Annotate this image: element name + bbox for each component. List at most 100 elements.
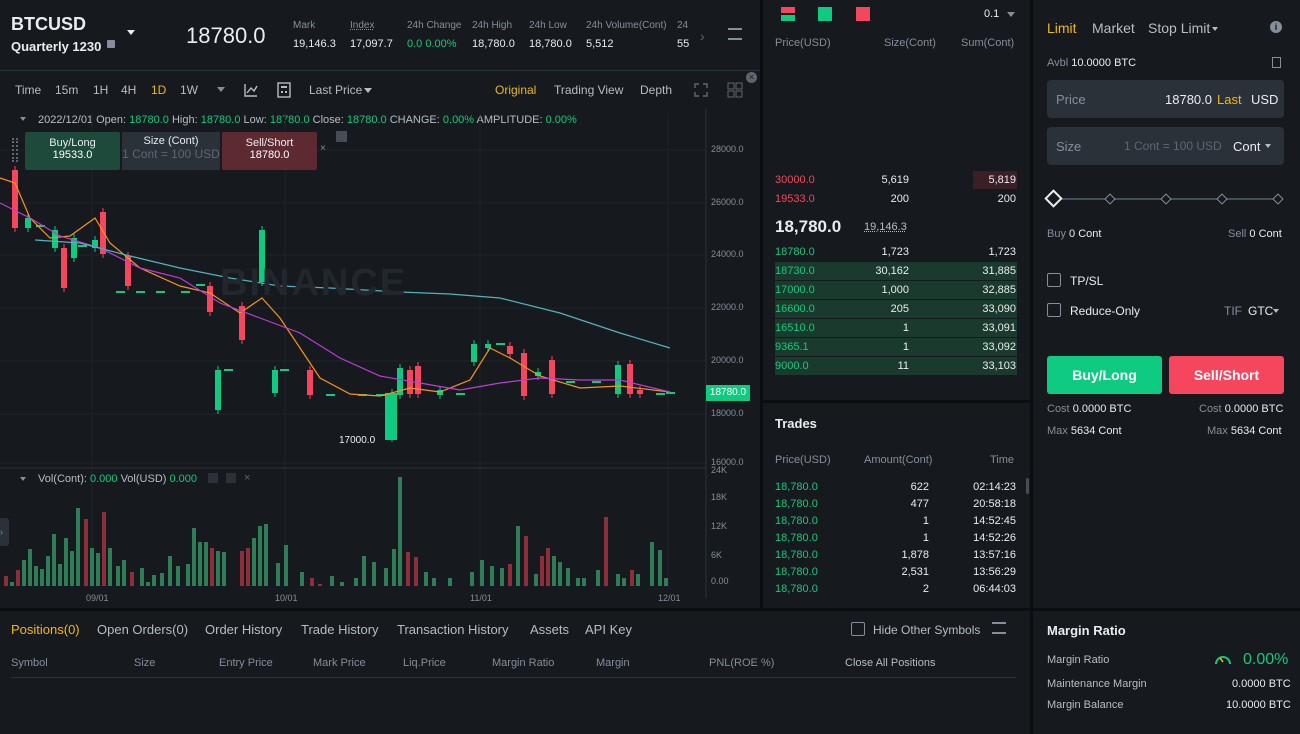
hide-other-symbols-checkbox[interactable] [851,622,865,636]
order-tab-market[interactable]: Market [1092,20,1135,36]
close-icon[interactable]: × [746,72,757,83]
chevron-right-icon[interactable]: › [700,28,705,44]
symbol-title[interactable]: BTCUSD [11,14,86,34]
price-input[interactable]: Price 18780.0 Last USD [1047,80,1284,118]
size-input[interactable]: Size 1 Cont = 100 USD Cont [1047,127,1284,165]
bottom-tab-0[interactable]: Positions(0) [11,622,80,637]
tpsl-checkbox[interactable] [1047,273,1061,287]
trade-price: 18,780.0 [775,549,818,561]
bid-row[interactable]: 16510.0 1 33,091 [775,319,1017,337]
tif-select[interactable]: GTC [1248,304,1274,318]
order-tab-stop-limit[interactable]: Stop Limit [1148,20,1211,36]
indicator-icon[interactable] [243,82,259,98]
scrollbar[interactable] [1026,478,1029,494]
chevron-down-icon[interactable] [1212,27,1218,31]
orderbook-bids-icon[interactable] [818,7,832,21]
collapse-icon[interactable] [20,477,26,481]
settings-sliders-icon[interactable] [728,28,742,40]
orderbook-both-icon[interactable] [781,7,795,21]
bottom-tab-2[interactable]: Order History [205,622,283,637]
drag-handle-icon[interactable] [12,138,18,162]
slider-step-75[interactable] [1216,193,1228,205]
expand-panel-icon[interactable]: › [0,518,9,546]
bottom-tab-3[interactable]: Trade History [301,622,379,637]
reduce-only-checkbox[interactable] [1047,303,1061,317]
view-tab-trading-view[interactable]: Trading View [554,83,624,97]
interval-tab-1w[interactable]: 1W [180,83,198,97]
last-price-button[interactable]: Last [1217,92,1242,107]
tick-size-select[interactable]: 0.1 [984,8,1000,20]
quick-size-field[interactable]: Size (Cont) 1 Cont = 100 USD [122,132,220,170]
layout-grid-icon[interactable] [727,82,743,98]
volume-bar [406,552,410,586]
chevron-down-icon[interactable] [1265,144,1271,148]
quick-buy-button[interactable]: Buy/Long 19533.0 [25,132,120,170]
collapse-icon[interactable] [20,117,26,121]
bid-row[interactable]: 18730.0 30,162 31,885 [775,262,1017,280]
bottom-tab-6[interactable]: API Key [585,622,632,637]
close-icon[interactable]: × [244,472,251,484]
order-tab-limit[interactable]: Limit [1047,20,1077,36]
slider-step-25[interactable] [1104,193,1116,205]
orderbook-asks-icon[interactable] [856,7,870,21]
interval-tab-time[interactable]: Time [15,83,42,97]
size-unit-select[interactable]: Cont [1233,139,1261,154]
eye-icon[interactable] [208,473,218,483]
available-balance: Avbl 10.0000 BTC [1047,57,1137,69]
quick-buy-label: Buy/Long [49,137,96,149]
buy-long-button[interactable]: Buy/Long [1047,356,1162,394]
settings-sliders-icon[interactable] [992,622,1006,634]
chevron-down-icon[interactable] [1273,309,1279,313]
slider-step-100[interactable] [1272,193,1284,205]
volume-bar [540,556,544,586]
quick-sell-button[interactable]: Sell/Short 18780.0 [222,132,317,170]
volume-bar [362,556,366,586]
close-icon[interactable]: × [320,143,326,154]
volume-bar [636,574,640,586]
fullscreen-icon[interactable] [693,82,709,98]
chevron-down-icon[interactable] [1007,12,1015,17]
interval-tab-1h[interactable]: 1H [93,83,109,97]
interval-tab-1d[interactable]: 1D [151,83,167,97]
volume-bar [160,573,164,586]
price-chart[interactable] [0,108,760,608]
transfer-icon[interactable] [1272,57,1281,68]
settings-icon[interactable] [336,131,347,142]
info-icon[interactable] [107,40,115,48]
bid-row[interactable]: 18780.0 1,723 1,723 [775,243,1017,261]
bid-row[interactable]: 16600.0 205 33,090 [775,300,1017,318]
chevron-down-icon[interactable] [127,30,135,35]
sell-short-button[interactable]: Sell/Short [1169,356,1284,394]
trade-time: 14:52:45 [973,515,1016,527]
price-tick: 16000.0 [711,457,744,467]
interval-tab-15m[interactable]: 15m [55,83,79,97]
bid-row[interactable]: 17000.0 1,000 32,885 [775,281,1017,299]
bid-price: 16600.0 [775,303,815,315]
bid-row[interactable]: 9365.1 1 33,092 [775,338,1017,356]
ask-row[interactable]: 19533.0 200 200 [775,190,1017,208]
bottom-tab-1[interactable]: Open Orders(0) [97,622,189,637]
close-all-positions-button[interactable]: Close All Positions [845,657,936,669]
volume-bar [448,578,452,586]
ask-row[interactable]: 30000.0 5,619 5,819 [775,171,1017,189]
bottom-tab-4[interactable]: Transaction History [397,622,509,637]
chevron-down-icon[interactable] [364,88,372,93]
candle [92,240,98,248]
slider-step-50[interactable] [1160,193,1172,205]
candle [385,393,397,440]
volume-bar [130,572,134,586]
size-slider-handle[interactable] [1044,189,1063,208]
price-type-select[interactable]: Last Price [309,83,363,97]
tpsl-label: TP/SL [1070,274,1104,288]
volume-bar [330,576,334,586]
view-tab-original[interactable]: Original [495,83,537,97]
candle [207,286,213,312]
bid-row[interactable]: 9000.0 11 33,103 [775,357,1017,375]
interval-tab-4h[interactable]: 4H [121,83,137,97]
calculator-icon[interactable] [277,82,291,98]
view-tab-depth[interactable]: Depth [640,83,673,97]
more-intervals-icon[interactable] [217,87,225,92]
settings-icon[interactable] [226,473,236,483]
info-icon[interactable]: i [1270,21,1282,33]
bottom-tab-5[interactable]: Assets [530,622,570,637]
